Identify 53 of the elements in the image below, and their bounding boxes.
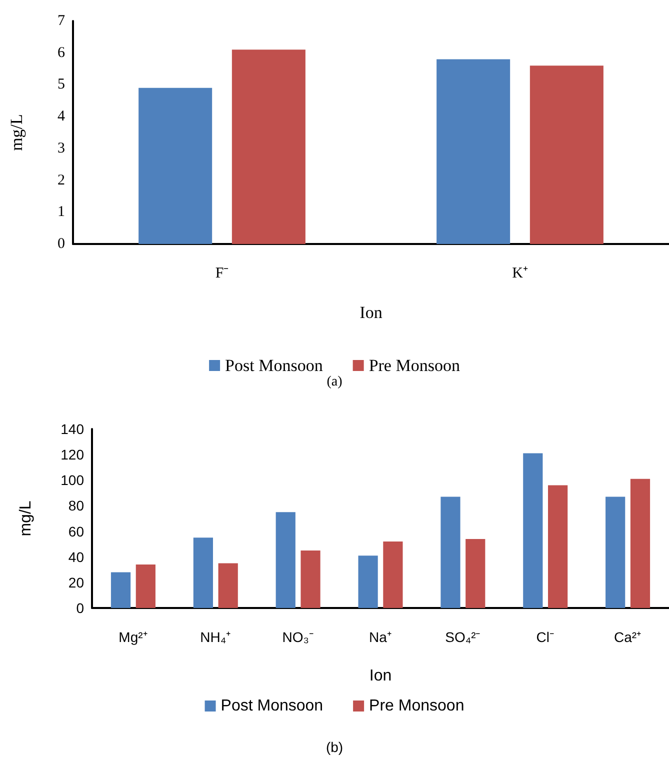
bar (358, 556, 378, 608)
bar (276, 512, 296, 608)
y-tick-label: 120 (60, 446, 84, 463)
text: (a) (326, 374, 343, 390)
x-tick-label: NO₃⁻ (282, 629, 314, 645)
x-tick-label: Na⁺ (369, 629, 392, 645)
bar (136, 564, 156, 608)
y-tick-label: 40 (68, 548, 84, 565)
x-tick-label: F⁻ (215, 266, 229, 282)
x-tick-label: NH₄⁺ (200, 629, 232, 645)
bar (300, 550, 320, 608)
bar (110, 572, 131, 608)
bar (466, 538, 486, 608)
x-tick-label: Cl⁻ (536, 629, 554, 645)
legend-label: Pre Monsoon (368, 356, 460, 375)
y-tick-label: 0 (76, 600, 84, 616)
y-tick-label: 7 (58, 13, 66, 29)
bar (548, 485, 568, 608)
y-axis-title: mg/L (18, 500, 34, 536)
y-tick-label: 20 (68, 574, 84, 590)
y-tick-label: 5 (58, 76, 65, 93)
x-axis-title: Ion (369, 668, 392, 684)
bar (523, 453, 543, 608)
y-tick-label: 4 (58, 108, 66, 125)
legend-label: Post Monsoon (225, 356, 324, 375)
bar (383, 542, 403, 608)
bar (630, 478, 650, 608)
legend-label: Pre Monsoon (369, 698, 464, 714)
bar (193, 538, 213, 608)
bar (440, 496, 460, 608)
bar (232, 50, 306, 244)
y-tick-label: 6 (58, 44, 66, 61)
y-tick-label: 60 (68, 523, 84, 540)
legend-label: Post Monsoon (220, 698, 324, 714)
y-tick-label: 140 (60, 421, 84, 437)
x-tick-label: Mg²⁺ (118, 629, 148, 645)
text: (b) (326, 739, 344, 755)
bar (530, 66, 604, 244)
y-axis-title: mg/L (7, 114, 26, 151)
y-tick-label: 2 (58, 172, 65, 188)
x-tick-label: K⁺ (512, 266, 528, 282)
x-tick-label: SO₄²⁻ (445, 629, 481, 645)
bar (606, 496, 626, 608)
x-tick-label: Ca²⁺ (614, 629, 642, 645)
bar (138, 88, 212, 244)
x-axis-title: Ion (360, 303, 383, 322)
y-tick-label: 100 (60, 472, 84, 488)
y-tick-label: 3 (58, 140, 65, 156)
bar (218, 563, 238, 608)
y-tick-label: 0 (58, 236, 65, 252)
bar (436, 59, 510, 244)
y-tick-label: 1 (58, 204, 65, 220)
y-tick-label: 80 (68, 498, 84, 514)
